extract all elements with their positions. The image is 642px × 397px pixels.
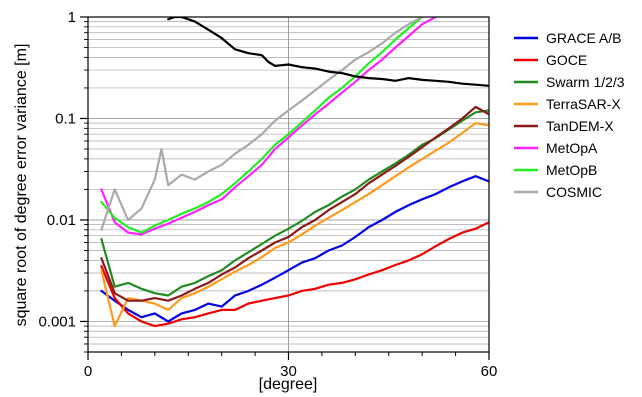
legend: GRACE A/B GOCE Swarm 1/2/3 TerraSAR-X TanDEM… (514, 30, 625, 200)
series-line-grace-a-b (100, 175, 489, 323)
series-line-metopb (100, 17, 424, 234)
series-line-metopa (100, 17, 437, 236)
tick-labels: 0 30 60 0.001 0.01 0.1 1 (38, 9, 497, 380)
x-axis-title: [degree] (259, 376, 318, 393)
legend-label: COSMIC (546, 184, 602, 200)
series-line-unlabeled (167, 17, 489, 87)
legend-label: TanDEM-X (546, 118, 614, 134)
legend-label: GRACE A/B (546, 30, 621, 46)
series-line-cosmic (100, 17, 424, 231)
x-tick-label: 30 (280, 363, 297, 380)
series-line-swarm-1-2-3 (100, 109, 489, 297)
x-tick-label: 0 (84, 363, 92, 380)
legend-label: MetOpB (546, 162, 597, 178)
y-tick-label: 1 (68, 9, 76, 26)
y-axis-title: square root of degree error variance [m] (13, 44, 30, 327)
y-tick-label: 0.001 (38, 313, 76, 330)
series-line-tandem-x (100, 105, 489, 302)
series-line-goce (100, 221, 489, 328)
x-tick-label: 60 (481, 363, 498, 380)
legend-label: Swarm 1/2/3 (546, 74, 625, 90)
y-tick-label: 0.01 (47, 212, 76, 229)
y-tick-label: 0.1 (55, 110, 76, 127)
series-lines (100, 17, 489, 328)
series-line-terrasar-x (100, 121, 489, 328)
legend-label: TerraSAR-X (546, 96, 621, 112)
legend-label: GOCE (546, 52, 587, 68)
legend-label: MetOpA (546, 140, 598, 156)
axis-ticks (80, 16, 490, 360)
